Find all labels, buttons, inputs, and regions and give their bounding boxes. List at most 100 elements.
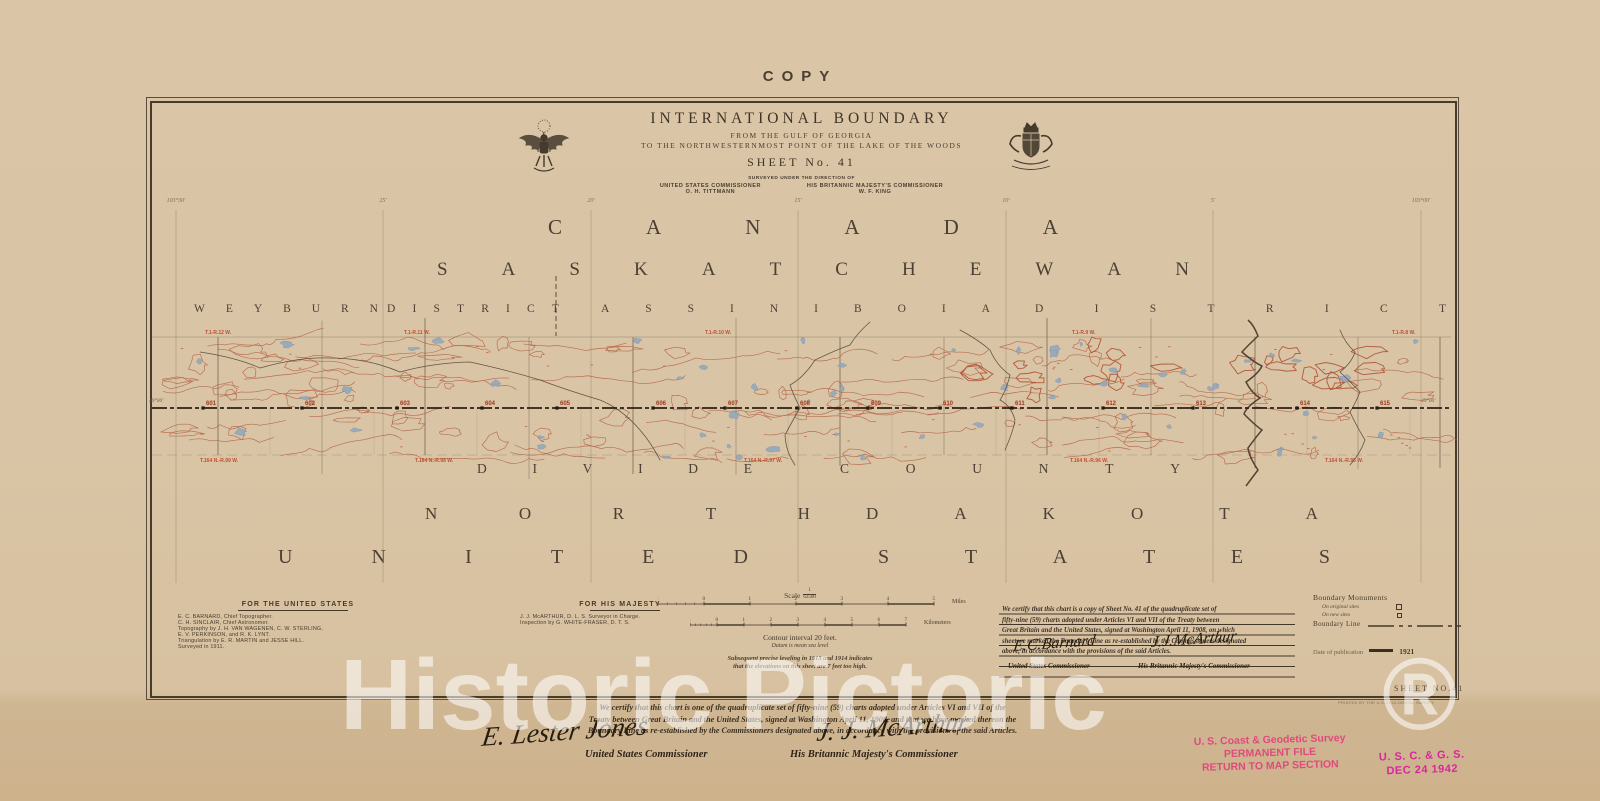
scale-tick-label: 4 [887,597,890,602]
credits-his-majesty: FOR HIS MAJESTY J. J. McARTHUR, D. L. S.… [520,601,730,626]
spot-elevation-marks [180,346,1412,452]
legend-boundary-line: Boundary Line [1313,620,1361,628]
title-block: INTERNATIONAL BOUNDARY FROM THE GULF OF … [500,110,1103,195]
monument-number: 608 [800,401,811,407]
signature-barnard-title: United States Commissioner [1008,662,1090,670]
sheet-number-corner: SHEET NO.41 [1394,684,1465,693]
map-title: INTERNATIONAL BOUNDARY [650,110,953,127]
legend-new-sites: On new sites [1322,612,1351,618]
meridian-label: 25' [379,198,387,204]
publication-year: 1921 [1399,647,1415,656]
scale-tick-label: 6 [878,618,881,623]
signature-mcarthur-box-title: His Britannic Majesty's Commissioner [1138,662,1250,670]
certification-box-text: We certify that this chart is a copy of … [999,604,1295,658]
credits-us-line: Surveyed in 1911. [178,644,225,650]
monument-new-symbol [1397,613,1402,618]
credits-us-line: E. C. BARNARD, Chief Topographer. [178,614,273,620]
township-label: T.1-R.11 W. [404,330,430,336]
scale-tick-label: 4 [824,618,827,623]
monument-number: 615 [1380,401,1391,407]
monument-number: 607 [728,401,739,407]
boundary-monuments: 601 602 603 604 605 606 607 608 609 610 611 612 613 6… [201,401,1391,410]
monument-number: 610 [943,401,954,407]
monument-number: 603 [400,401,411,407]
us-commissioner-title: UNITED STATES COMMISSIONER [659,183,761,189]
scale-tick-label: 1 [749,597,752,602]
bottom-certification-text: We certify that this chart is one of the… [520,702,1085,737]
kilometers-label: Kilometers [924,620,951,626]
scale-tick-label: 0 [703,597,706,602]
monument-number: 609 [871,401,882,407]
meridian-label: 20' [587,198,595,204]
credits-us-line: C. H. SINCLAIR, Chief Astronomer. [178,620,270,626]
certification-line: We certify that this chart is a copy of … [1002,606,1217,613]
credits-us-line: Topography by J. H. VAN WAGENEN, C. W. S… [178,626,323,632]
scale-word: Scale [784,591,801,600]
streams [199,321,1366,466]
scale-tick-label: 1 [658,597,660,602]
contour-lines [160,327,1457,465]
credits-us-line: Triangulation by E. R. MARTIN and JESSE … [178,638,305,644]
credits-majesty-title: FOR HIS MAJESTY [579,601,661,608]
township-label: T.1-R.10 W. [705,330,732,336]
scale-tick-label: 3 [797,618,800,623]
township-label: T.164 N.-R.97 W. [744,458,783,464]
bottom-certification-line: We certify that this chart is one of the… [599,703,1006,712]
township-label: T.1-R.12 W. [205,330,232,336]
map-frame-outer [146,97,1459,700]
scale-title: Scale1 62500 [700,585,900,603]
leveling-note-2: that the elevations on this sheet are 7 … [733,663,867,670]
us-commissioner-block: UNITED STATES COMMISSIONER O. H. TITTMAN… [660,183,761,195]
monument-number: 604 [485,401,496,407]
signature-lester-jones-title: United States Commissioner [585,749,708,760]
township-label: T.164 N.-R.95 W. [1325,458,1364,464]
leveling-note-1: Subsequent precise leveling in 1913 and … [727,655,873,662]
meridian-label: 10' [1002,198,1010,204]
scale-tick-label: 2 [795,597,798,602]
scale-tick-label: 7 [905,618,908,623]
monument-number: 601 [206,401,217,407]
credits-us-lines: E. C. BARNARD, Chief Topographer. C. H. S… [178,614,438,650]
township-label: T.164 N.-R.99 W. [200,458,239,464]
scale-tick-label: 2 [770,618,773,623]
sheet-number-title: SHEET No. 41 [747,155,856,169]
scale-fraction: 1 62500 [803,588,816,600]
monument-number: 614 [1300,401,1311,407]
credits-us-line: E. V. PERKINSON, and R. K. LYNT. [178,632,271,638]
township-label: T.164 N.-R.98 W. [415,458,454,464]
certification-line: sheet we marked the Boundary Line as re-… [1002,637,1247,645]
printer-note: PRINTED BY THE U.S.GEOLOGICAL SURVEY [1338,700,1435,705]
certification-line: Great Britain and the United States, sig… [1002,627,1235,634]
scale-bar-kilometers: 1 0 1 2 3 4 5 6 7 [690,618,908,627]
certification-line: above, in accordance with the provisions… [1002,648,1172,655]
township-label: T.164 N.-R.96 W. [1070,458,1109,464]
scale-tick-label: 5 [851,618,854,623]
map-frame-inner [150,101,1457,698]
datum-note: Datum is mean sea level [771,643,829,649]
credits-majesty-line: Inspection by G. WHITE-FRASER, D. T. S. [520,620,630,626]
lakes [196,337,1419,461]
map-subtitle-1: FROM THE GULF OF GEORGIA [730,131,873,140]
township-labels: T.1-R.12 W. T.1-R.11 W. T.1-R.10 W. T.1-R.9… [200,330,1416,464]
certification-box: We certify that this chart is a copy of … [999,604,1295,686]
legend-original-sites: On original sites [1322,604,1359,610]
scale-tick-label: 3 [841,597,844,602]
scale-tick-label: 5 [933,597,936,602]
monument-number: 605 [560,401,571,407]
royal-arms-emblem [1009,122,1053,170]
map-subtitle-2: TO THE NORTHWESTERNMOST POINT OF THE LAK… [640,141,963,150]
meridian-label: 15' [794,198,802,204]
publication-strike [1369,649,1394,652]
uk-commissioner-title: HIS BRITANNIC MAJESTY'S COMMISSIONER [806,183,944,189]
uk-commissioner-name: W. F. KING [858,189,892,195]
